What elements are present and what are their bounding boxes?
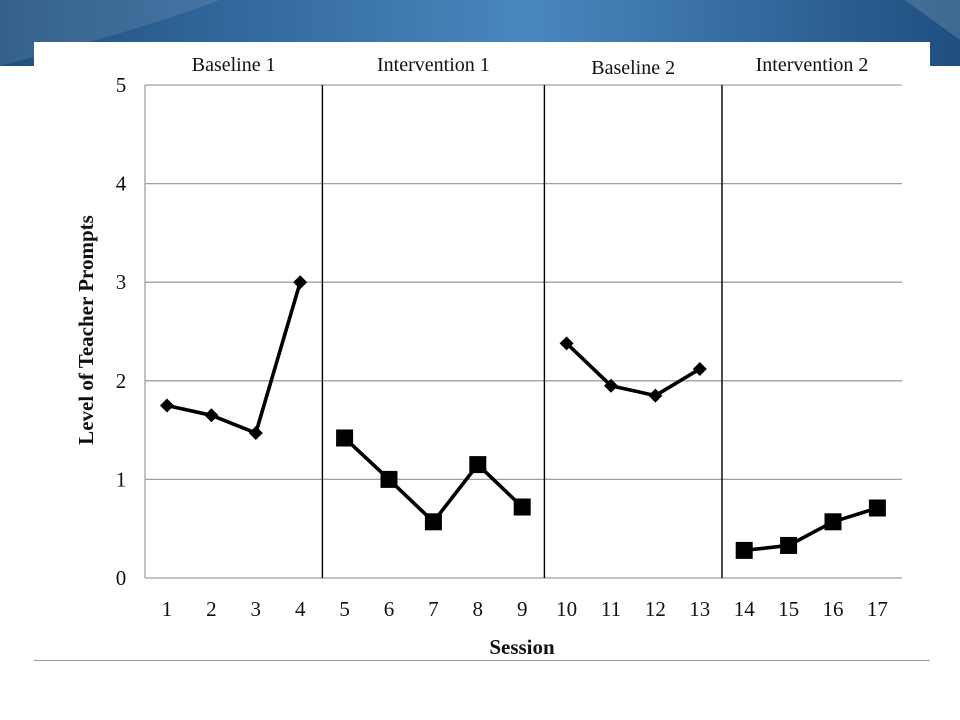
data-markers — [160, 275, 886, 559]
data-point-square — [780, 536, 798, 554]
y-tick-labels: 0 1 2 3 4 5 — [116, 73, 127, 590]
x-tick-label: 12 — [645, 597, 666, 621]
phase-labels: Baseline 1 Intervention 1 Baseline 2 Interv… — [192, 54, 869, 79]
x-tick-label: 9 — [517, 597, 528, 621]
y-tick-label: 1 — [116, 467, 127, 491]
data-point-square — [336, 429, 354, 447]
banner-arrow-shape — [905, 0, 960, 40]
data-point-diamond — [204, 408, 219, 423]
y-tick-label: 0 — [116, 566, 127, 590]
x-tick-label: 8 — [473, 597, 484, 621]
data-point-square — [424, 513, 442, 531]
data-point-diamond — [648, 388, 663, 403]
phase-label: Intervention 2 — [756, 54, 869, 76]
x-tick-label: 2 — [206, 597, 217, 621]
x-tick-label: 6 — [384, 597, 395, 621]
data-point-square — [868, 499, 886, 517]
data-point-square — [469, 456, 487, 474]
phase-label: Baseline 2 — [591, 57, 675, 79]
data-point-diamond — [604, 378, 618, 393]
chart-card — [34, 42, 930, 661]
data-point-diamond — [293, 275, 308, 290]
x-tick-label: 3 — [251, 597, 262, 621]
phase-dividers — [321, 85, 723, 578]
series-line — [166, 281, 302, 435]
x-tick-label: 7 — [428, 597, 439, 621]
x-tick-label: 10 — [556, 597, 577, 621]
x-tick-label: 5 — [339, 597, 350, 621]
x-tick-label: 1 — [162, 597, 173, 621]
y-axis-title: Level of Teacher Prompts — [74, 215, 98, 445]
x-tick-label: 14 — [734, 597, 756, 621]
x-tick-label: 16 — [823, 597, 844, 621]
y-tick-label: 4 — [116, 172, 127, 196]
y-tick-label: 5 — [116, 73, 127, 97]
x-tick-label: 4 — [295, 597, 306, 621]
y-tick-label: 3 — [116, 270, 127, 294]
data-point-square — [513, 498, 531, 516]
x-tick-label: 17 — [867, 597, 888, 621]
x-tick-label: 15 — [778, 597, 799, 621]
phase-label: Baseline 1 — [192, 54, 276, 76]
x-tick-labels: 1 2 3 4 5 6 7 8 9 10 11 12 13 14 15 16 17 — [162, 597, 888, 621]
data-point-square — [735, 541, 753, 559]
series-line — [744, 506, 878, 553]
data-point-square — [824, 513, 842, 531]
x-tick-label: 13 — [689, 597, 710, 621]
data-point-square — [380, 470, 398, 488]
data-point-diamond — [248, 426, 263, 441]
y-tick-label: 2 — [116, 369, 127, 393]
series-line — [565, 342, 701, 398]
x-axis-title: Session — [489, 635, 555, 659]
phase-label: Intervention 1 — [377, 54, 490, 76]
data-point-diamond — [160, 398, 174, 413]
data-point-diamond — [559, 336, 574, 351]
x-tick-label: 11 — [601, 597, 621, 621]
data-point-diamond — [692, 361, 707, 376]
